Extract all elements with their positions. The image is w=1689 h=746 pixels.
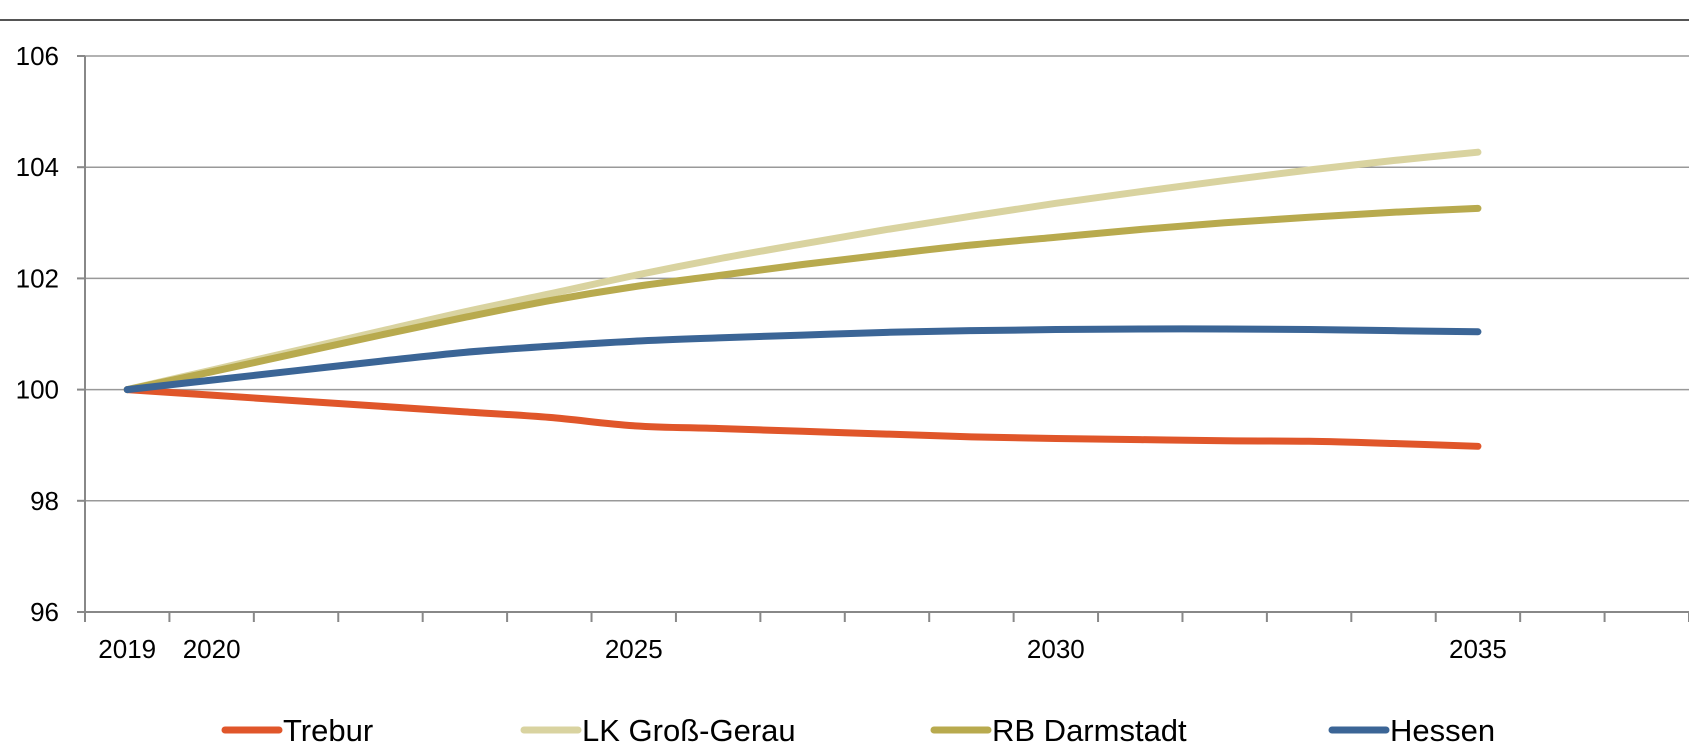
legend-label-rb-darmstadt: RB Darmstadt — [992, 713, 1187, 746]
y-tick-label: 100 — [16, 375, 59, 405]
x-tick-label: 2030 — [1027, 634, 1085, 664]
legend-label-lk-gro-gerau: LK Groß-Gerau — [582, 713, 796, 746]
x-tick-label: 2020 — [183, 634, 241, 664]
axes: 96 98 100 102 104 106 2019 2020 2025 2030 2035 — [16, 41, 1689, 664]
y-tick-label: 104 — [16, 152, 59, 182]
series-line-trebur — [123, 386, 1482, 450]
series-line-lk-gro-gerau — [123, 148, 1482, 394]
series-line-rb-darmstadt — [123, 204, 1482, 394]
x-tick-label: 2025 — [605, 634, 663, 664]
legend-label-trebur: Trebur — [283, 713, 373, 746]
legend: Trebur LK Groß-Gerau RB Darmstadt Hessen — [221, 713, 1495, 746]
y-tick-label: 98 — [30, 486, 59, 516]
gridlines — [85, 55, 1689, 502]
legend-label-hessen: Hessen — [1390, 713, 1495, 746]
series-lines — [123, 148, 1482, 450]
x-tick-label: 2035 — [1449, 634, 1507, 664]
y-tick-label: 102 — [16, 263, 59, 293]
series-line-hessen — [123, 325, 1482, 394]
x-tick-label: 2019 — [98, 634, 156, 664]
y-tick-label: 96 — [30, 597, 59, 627]
y-tick-label: 106 — [16, 41, 59, 71]
